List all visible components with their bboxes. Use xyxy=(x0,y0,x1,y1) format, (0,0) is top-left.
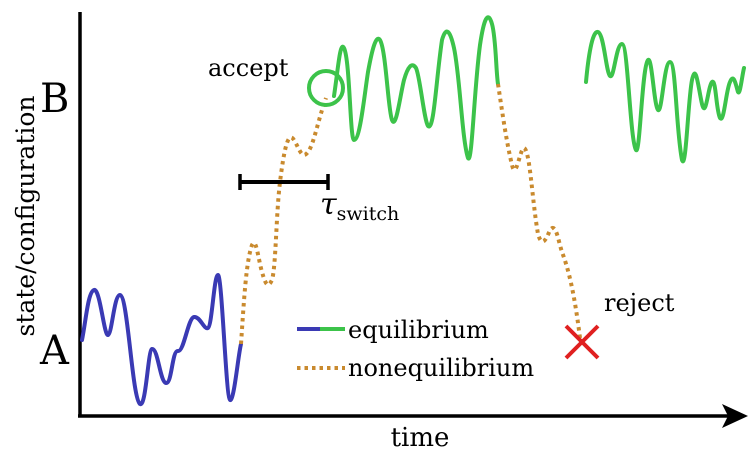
tau-symbol: τ xyxy=(320,187,337,222)
equilibrium-trace-b-continued xyxy=(584,30,746,164)
equilibrium-trace-a xyxy=(80,273,243,407)
nonequilibrium-trace-down xyxy=(496,83,582,339)
legend-equilibrium-label: equilibrium xyxy=(348,316,489,344)
nonequilibrium-trace-up xyxy=(239,97,328,345)
legend: equilibrium nonequilibrium xyxy=(297,316,534,382)
tau-subscript: switch xyxy=(337,203,400,225)
state-a-label: A xyxy=(39,328,70,374)
equilibrium-trace-b xyxy=(332,15,500,161)
x-axis-arrowhead xyxy=(722,404,748,428)
x-axis-label: time xyxy=(391,423,450,449)
state-b-label: B xyxy=(40,76,69,122)
reject-cross-stroke-2 xyxy=(564,324,600,360)
accept-circle xyxy=(307,69,345,107)
tau-switch-label: τswitch xyxy=(320,187,399,225)
reject-label: reject xyxy=(604,289,675,317)
legend-nonequilibrium-label: nonequilibrium xyxy=(348,354,534,382)
y-axis-label: state/configuration xyxy=(11,95,40,336)
accept-label: accept xyxy=(208,54,289,82)
